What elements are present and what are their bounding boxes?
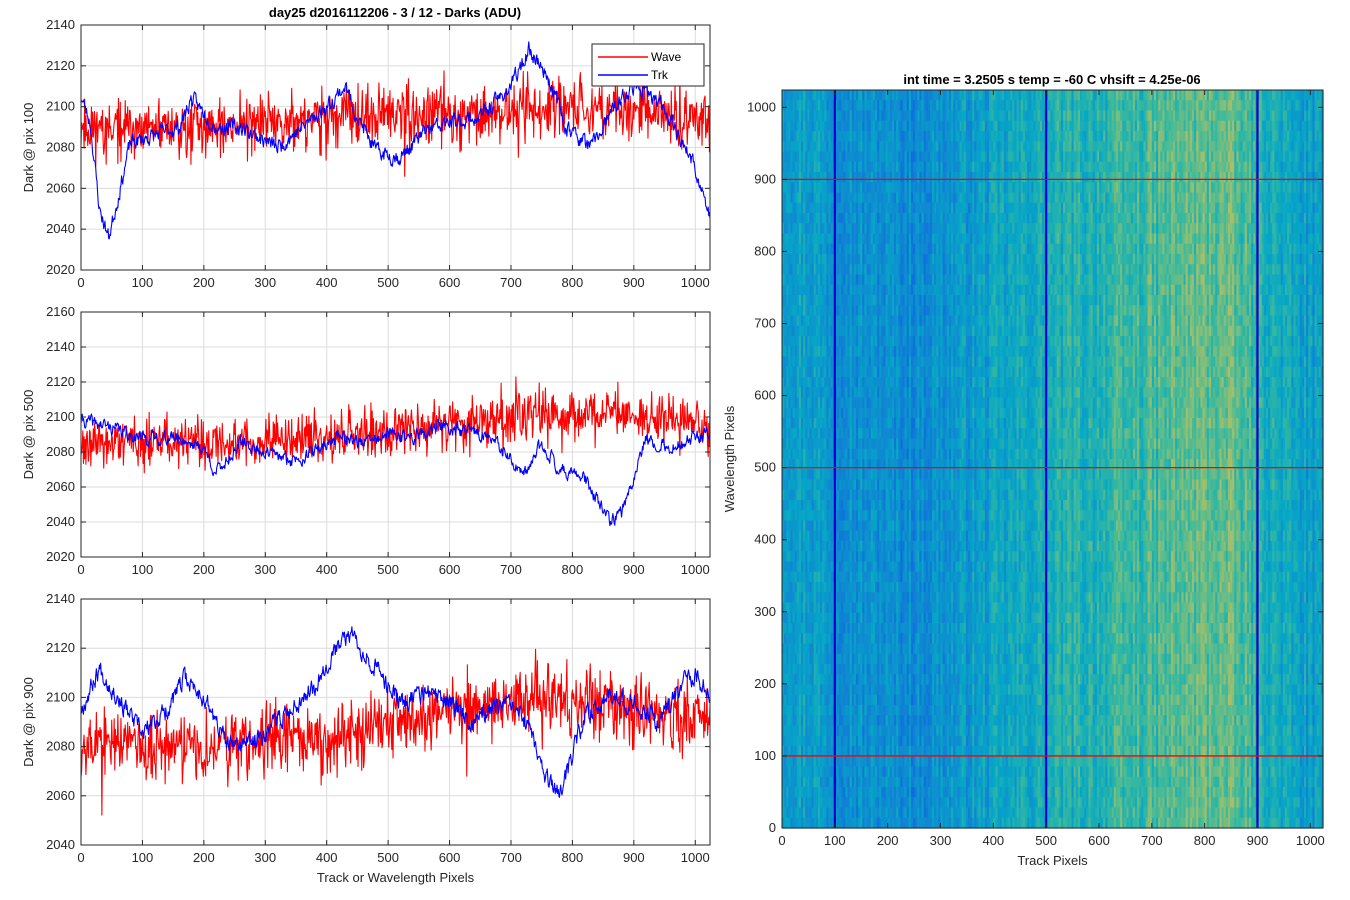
y-tick-label: 2040	[46, 514, 75, 529]
x-tick-label: 600	[439, 850, 461, 865]
y-tick-label: 2060	[46, 180, 75, 195]
y-tick-label: 2100	[46, 689, 75, 704]
y-tick-label: 2160	[46, 304, 75, 319]
plot-area	[81, 599, 710, 845]
y-tick-label: 2140	[46, 17, 75, 32]
heatmap-cells	[782, 90, 1324, 829]
x-tick-label: 700	[500, 850, 522, 865]
legend-trk-label: Trk	[651, 68, 669, 82]
plot-dark-pix-900: 0 100 200 300 400 500 600 700 800 900 1000 2040 2060…	[21, 591, 710, 885]
y-tick-label: 2120	[46, 374, 75, 389]
y-tick-label: 2020	[46, 262, 75, 277]
y-tick-label: 2080	[46, 739, 75, 754]
x-tick-label: 0	[77, 562, 84, 577]
y-tick-label: 2100	[46, 99, 75, 114]
y-tick-label: 2080	[46, 140, 75, 155]
y-tick-label: 2080	[46, 444, 75, 459]
y-tick-label: 2120	[46, 58, 75, 73]
y-tick-label: 2020	[46, 549, 75, 564]
y-tick-label: 2060	[46, 479, 75, 494]
x-tick-label: 900	[623, 850, 645, 865]
x-tick-label: 600	[439, 562, 461, 577]
x-tick-label: 300	[254, 850, 276, 865]
plot-dark-pix-500: 0 100 200 300 400 500 600 700 800 900 1000 2020 2040…	[21, 304, 710, 577]
x-tick-label: 300	[254, 562, 276, 577]
x-tick-label: 900	[623, 275, 645, 290]
x-tick-label: 900	[623, 562, 645, 577]
x-tick-label: 600	[439, 275, 461, 290]
x-tick-label: 100	[132, 275, 154, 290]
x-tick-label: 800	[562, 562, 584, 577]
y-axis-label: Dark @ pix 900	[21, 677, 36, 767]
y-tick-label: 2140	[46, 591, 75, 606]
y-tick-label: 2100	[46, 409, 75, 424]
x-tick-label: 300	[254, 275, 276, 290]
y-tick-label: 2120	[46, 640, 75, 655]
x-tick-label: 800	[562, 275, 584, 290]
y-axis-label: Dark @ pix 500	[21, 390, 36, 480]
figure-title: day25 d2016112206 - 3 / 12 - Darks (ADU)	[269, 5, 521, 20]
heatmap-title: int time = 3.2505 s temp = -60 C vhsift …	[903, 72, 1200, 87]
x-tick-label: 500	[377, 850, 399, 865]
x-axis-label: Track or Wavelength Pixels	[317, 870, 475, 885]
x-tick-label: 100	[132, 562, 154, 577]
y-tick-label: 2040	[46, 837, 75, 852]
x-tick-label: 200	[193, 850, 215, 865]
y-tick-label: 2040	[46, 221, 75, 236]
x-tick-label: 0	[77, 850, 84, 865]
legend-wave-label: Wave	[651, 50, 682, 64]
x-tick-label: 200	[193, 562, 215, 577]
x-tick-label: 700	[500, 275, 522, 290]
y-tick-label: 2140	[46, 339, 75, 354]
x-tick-label: 100	[132, 850, 154, 865]
x-tick-label: 1000	[681, 850, 710, 865]
x-tick-label: 700	[500, 562, 522, 577]
legend: Wave Trk	[592, 44, 704, 86]
x-tick-label: 0	[77, 275, 84, 290]
x-tick-label: 400	[316, 275, 338, 290]
legend-box	[592, 44, 704, 86]
y-axis-label: Dark @ pix 100	[21, 103, 36, 193]
x-tick-label: 1000	[681, 275, 710, 290]
x-tick-label: 200	[193, 275, 215, 290]
x-tick-label: 500	[377, 562, 399, 577]
x-tick-label: 400	[316, 850, 338, 865]
x-tick-label: 400	[316, 562, 338, 577]
y-tick-label: 2060	[46, 788, 75, 803]
x-tick-label: 1000	[681, 562, 710, 577]
heatmap-dark-frame: 0 100 200 300 400 500 600 700 800 900 100001002003…	[722, 90, 1325, 868]
x-tick-label: 800	[562, 850, 584, 865]
x-tick-label: 500	[377, 275, 399, 290]
